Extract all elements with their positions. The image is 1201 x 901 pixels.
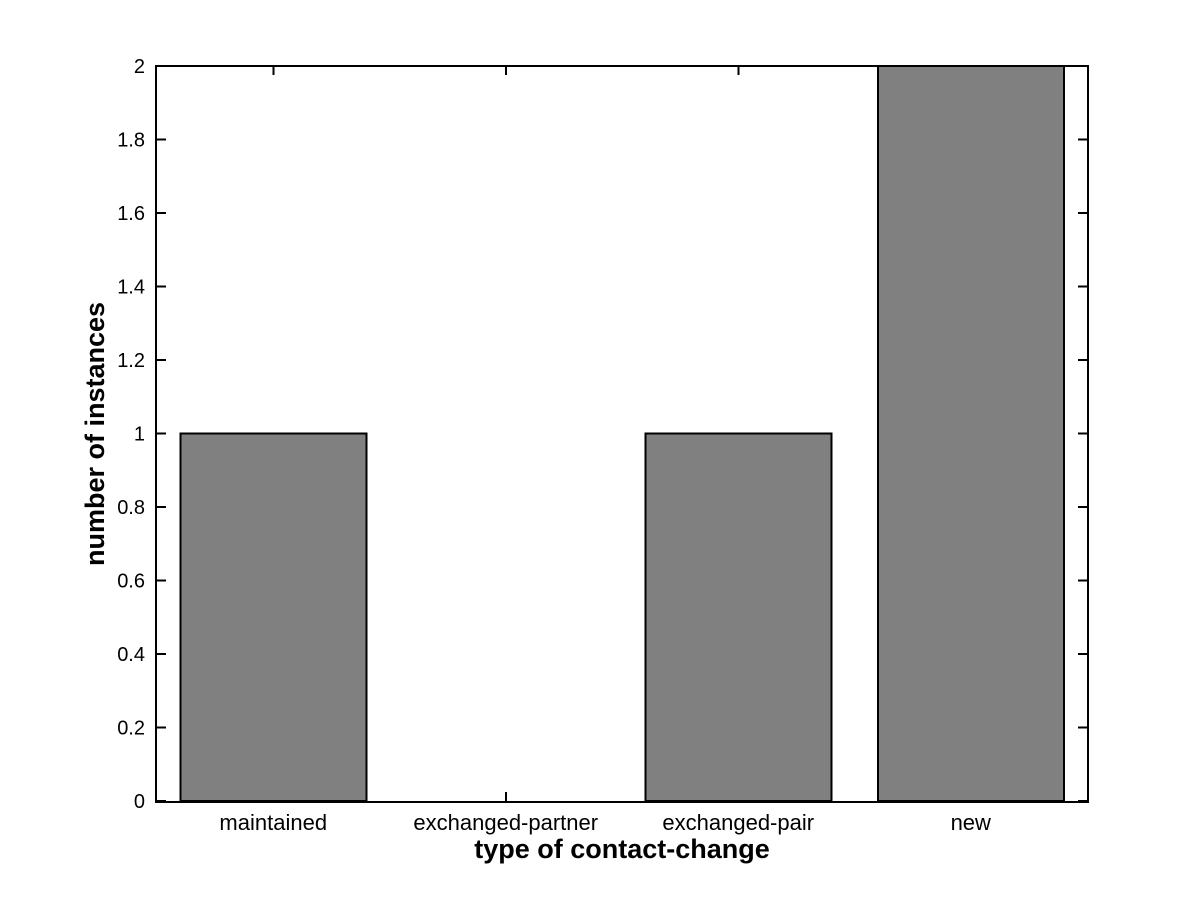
axis-box	[155, 65, 1089, 803]
x-tick-label: exchanged-partner	[413, 810, 598, 835]
x-tick-label: exchanged-pair	[662, 810, 814, 835]
y-tick-label: 0.8	[117, 497, 145, 519]
y-tick-label: 0.6	[117, 571, 145, 593]
bars	[179, 65, 1065, 802]
y-tick-label: 0.2	[117, 718, 145, 740]
x-tick-label: new	[951, 810, 991, 835]
y-tick-label: 0	[134, 791, 145, 813]
y-tick-labels: 0 0.2 0.4 0.6 0.8 1 1.2 1.4 1.6 1.8 2	[117, 56, 145, 813]
x-tick-label: maintained	[219, 810, 327, 835]
x-tick-labels: maintained exchanged-partner exchanged-pai…	[219, 810, 991, 835]
y-tick-label: 1.6	[117, 203, 145, 225]
y-tick-label: 0.4	[117, 644, 145, 666]
y-tick-label: 1.8	[117, 130, 145, 152]
bar-exchanged-pair	[644, 432, 833, 802]
y-axis-label: number of instances	[80, 302, 110, 566]
x-axis-label: type of contact-change	[474, 834, 770, 864]
bar-new	[876, 65, 1065, 802]
bar-maintained	[179, 432, 368, 802]
y-tick-label: 2	[134, 56, 145, 78]
y-tick-label: 1.4	[117, 277, 145, 299]
y-tick-label: 1.2	[117, 350, 145, 372]
y-tick-label: 1	[134, 424, 145, 446]
